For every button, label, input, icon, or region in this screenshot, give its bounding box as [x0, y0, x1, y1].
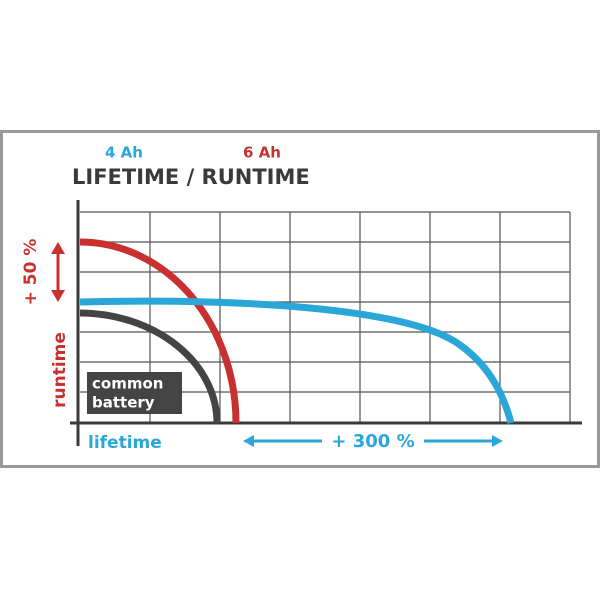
runtime-curve: [79, 238, 240, 424]
x-axis-label: lifetime: [88, 433, 162, 453]
common-battery-box: [87, 372, 182, 414]
y-axis-label: runtime: [50, 332, 70, 408]
runtime-gain-label: + 50 %: [21, 239, 41, 306]
lifetime-gain-label: + 300 %: [331, 431, 414, 452]
capacity-4-label: 4 Ah: [105, 144, 143, 162]
capacity-6-label: 6 Ah: [243, 144, 281, 162]
common-battery-curve: [79, 309, 221, 424]
common-battery-label: common: [92, 375, 163, 393]
common-battery-label: battery: [92, 394, 155, 412]
lifetime-curve: [79, 297, 515, 424]
runtime-arrow: [51, 242, 65, 302]
grid: [80, 211, 571, 423]
lifetime-arrow: [243, 435, 503, 447]
title: LIFETIME / RUNTIME: [72, 165, 310, 189]
